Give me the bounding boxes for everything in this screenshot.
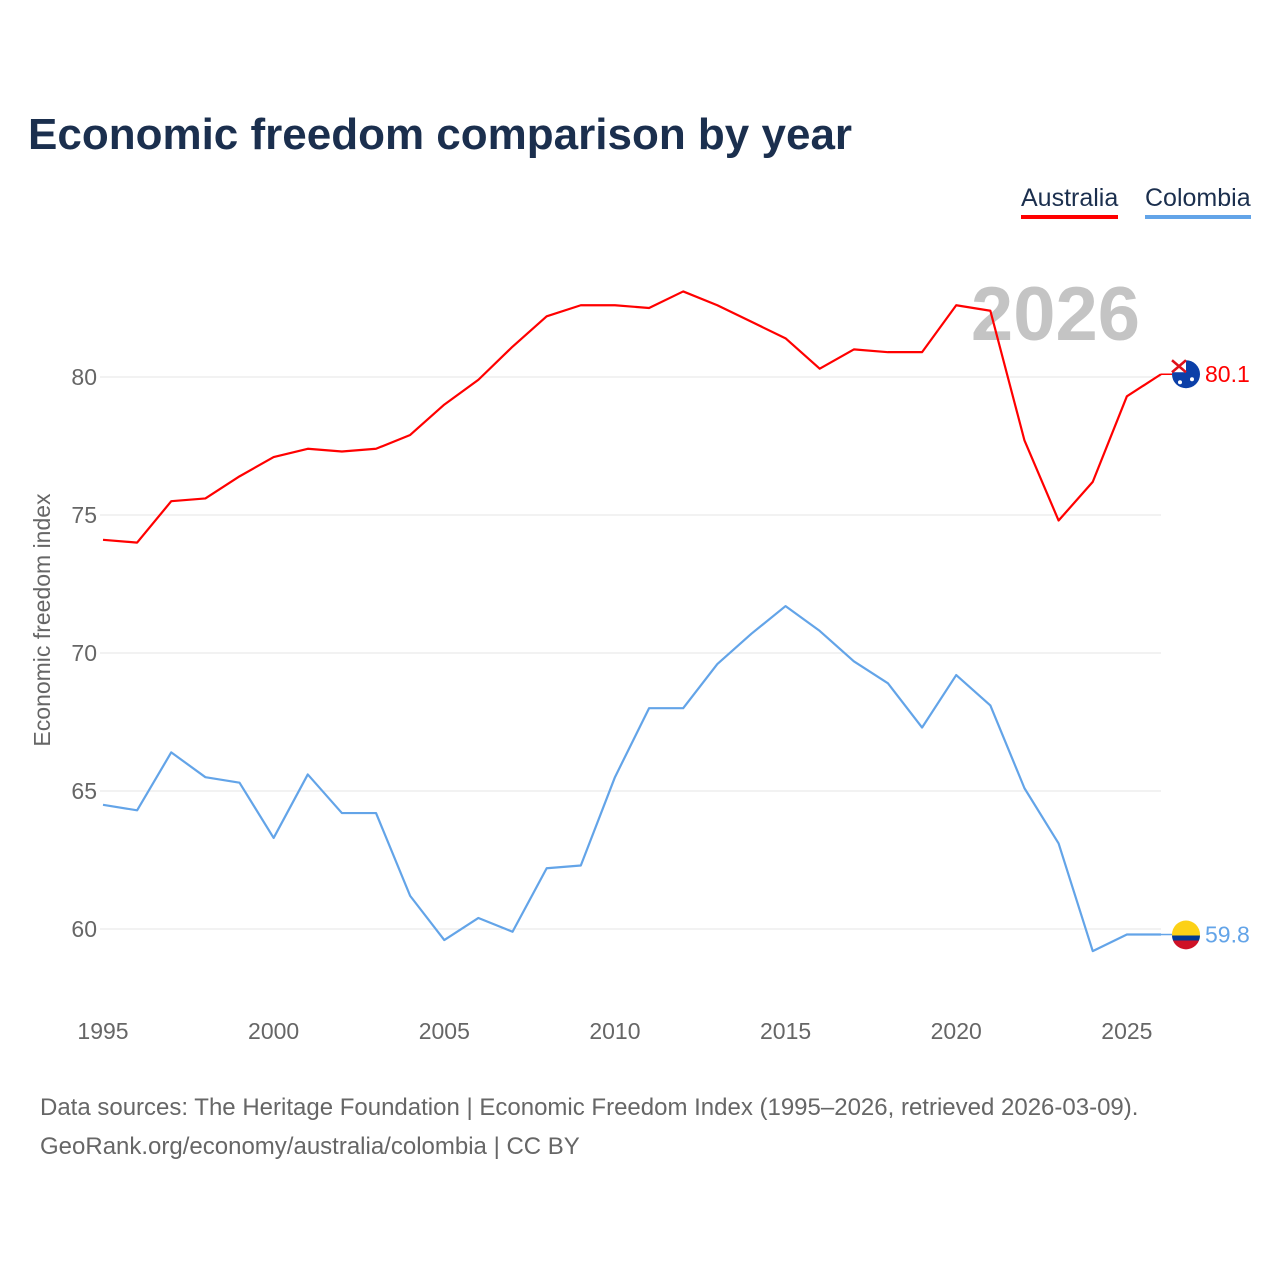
- year-watermark: 2026: [971, 272, 1140, 357]
- y-tick-label: 65: [71, 778, 97, 804]
- australia-flag-star: [1190, 377, 1194, 382]
- legend-australia[interactable]: Australia: [1021, 184, 1119, 219]
- australia-flag-cross: [1171, 359, 1187, 374]
- y-tick-label: 80: [71, 364, 97, 390]
- chart-title: Economic freedom comparison by year: [28, 110, 853, 159]
- x-tick-label: 2000: [248, 1018, 299, 1044]
- x-tick-label: 2005: [419, 1018, 470, 1044]
- colombia-flag-red: [1173, 940, 1199, 950]
- end-value-label-colombia: 59.8: [1205, 922, 1250, 948]
- x-tick-label: 2020: [931, 1018, 982, 1044]
- series-line-colombia: [102, 604, 1161, 953]
- colombia-flag-blue: [1172, 935, 1200, 941]
- x-tick-label: 2015: [760, 1018, 811, 1044]
- x-tick-label: 2010: [589, 1018, 640, 1044]
- source-line-1: Data sources: The Heritage Foundation | …: [40, 1094, 1139, 1121]
- y-axis-label: Economic freedom index: [29, 493, 55, 747]
- source-line-2[interactable]: GeoRank.org/economy/australia/colombia |…: [40, 1133, 580, 1160]
- x-tick-label: 1995: [77, 1018, 128, 1044]
- source-note: Data sources: The Heritage Foundation | …: [40, 1088, 1138, 1166]
- y-tick-label: 70: [71, 640, 97, 666]
- x-tick-label: 2025: [1101, 1018, 1152, 1044]
- y-tick-label: 75: [71, 502, 97, 528]
- y-tick-label: 60: [71, 916, 97, 942]
- legend-colombia[interactable]: Colombia: [1145, 184, 1251, 219]
- end-value-label-australia: 80.1: [1205, 361, 1250, 387]
- australia-flag-star: [1178, 380, 1182, 385]
- series-line-australia: [102, 290, 1162, 544]
